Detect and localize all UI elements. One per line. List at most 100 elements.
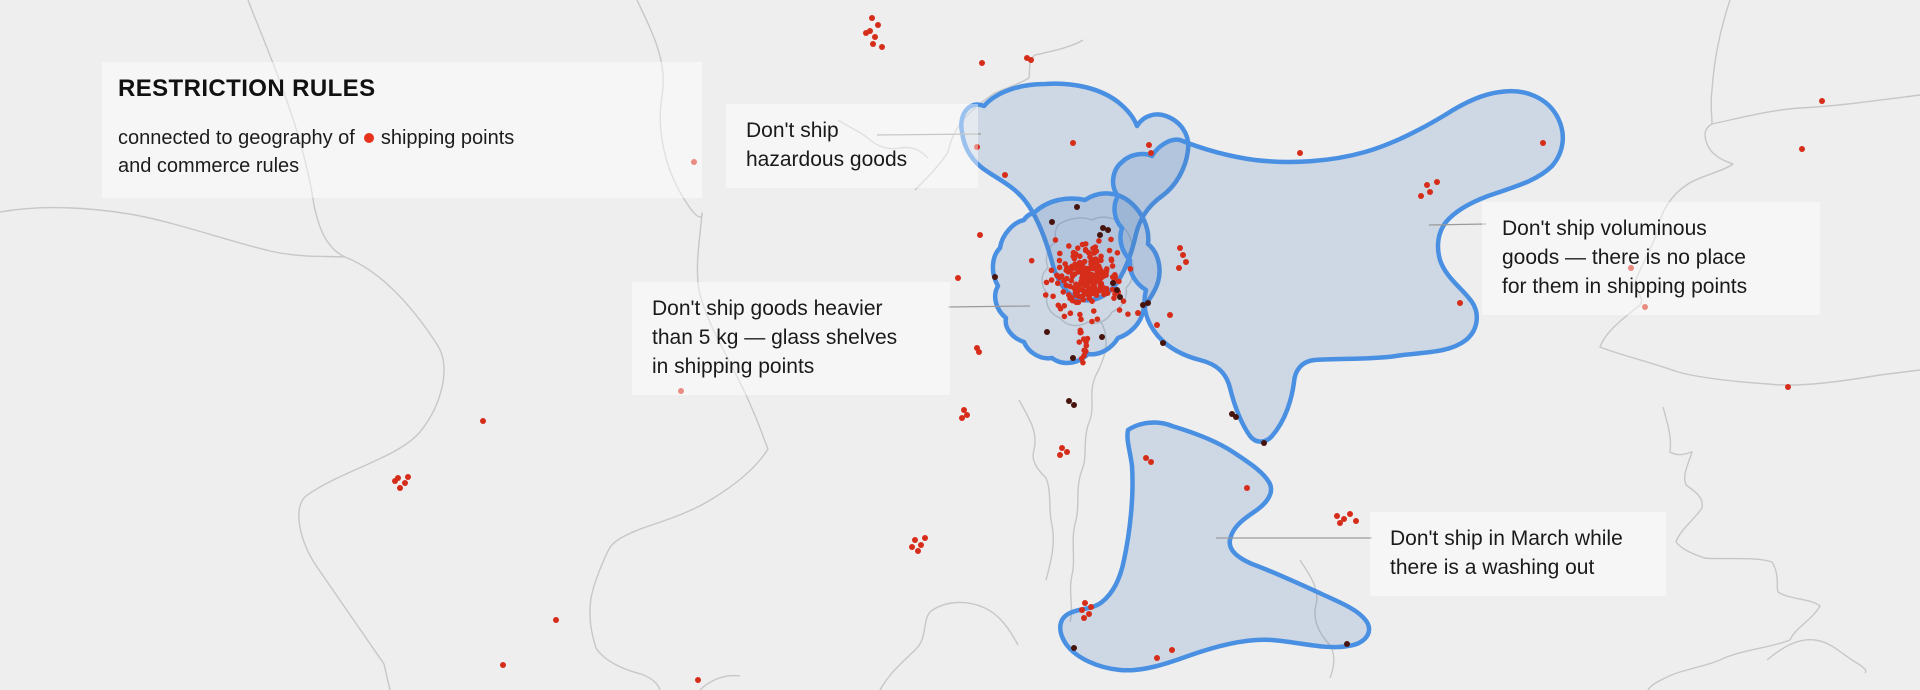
shipping-point-dot	[1090, 250, 1097, 256]
shipping-point-dot	[1127, 266, 1134, 272]
shipping-point-dot	[1337, 520, 1343, 526]
shipping-point-dot	[1106, 247, 1113, 254]
shipping-point-dot	[1081, 352, 1087, 359]
shipping-point-dot	[1082, 247, 1089, 254]
shipping-point-dot	[1099, 334, 1105, 340]
annotation-line: Don't ship goods heavier	[652, 297, 883, 320]
shipping-point-dot	[1093, 260, 1100, 267]
shipping-point-dot	[500, 662, 506, 668]
shipping-point-dot	[1146, 142, 1152, 148]
shipping-point-dot	[1090, 308, 1097, 314]
shipping-point-dot	[1042, 292, 1049, 298]
shipping-point-dot	[1055, 302, 1062, 309]
shipping-point-dot	[1353, 518, 1359, 524]
shipping-point-dot	[553, 617, 559, 623]
annotation-line: Don't ship in March while	[1390, 527, 1623, 550]
shipping-point-dot	[1097, 232, 1103, 238]
shipping-point-dot	[1098, 253, 1104, 260]
shipping-point-dot	[1169, 647, 1175, 653]
annotation-hazardous: Don't ship hazardous goods	[726, 104, 978, 188]
annotation-voluminous: Don't ship voluminous goods — there is n…	[1482, 202, 1820, 315]
shipping-point-dot	[1054, 280, 1061, 287]
legend-marker-label: shipping points	[380, 127, 515, 149]
shipping-point-dot	[1117, 294, 1123, 300]
shipping-point-dot	[1059, 445, 1065, 451]
shipping-point-dot	[1540, 140, 1546, 146]
shipping-point-dot	[1060, 289, 1067, 295]
shipping-point-dot	[1073, 299, 1080, 306]
shipping-point-dot	[1087, 254, 1093, 260]
legend-panel: RESTRICTION RULES connected to geography…	[102, 62, 702, 198]
admin-boundary	[0, 206, 346, 258]
shipping-point-dot	[1028, 257, 1035, 264]
admin-boundary	[1766, 638, 1867, 674]
shipping-point-dot	[1080, 280, 1087, 287]
shipping-point-dot	[1140, 302, 1146, 308]
shipping-point-dot	[1056, 264, 1063, 271]
shipping-point-dot	[1344, 641, 1350, 647]
shipping-point-dot	[1071, 271, 1078, 277]
shipping-point-dot	[1064, 449, 1070, 455]
shipping-point-dot	[1028, 57, 1034, 63]
shipping-point-dot	[964, 412, 970, 418]
shipping-point-dot	[1071, 285, 1077, 291]
admin-boundary	[699, 674, 741, 690]
admin-boundary	[1018, 399, 1055, 581]
shipping-point-dot	[959, 415, 965, 421]
shipping-point-dot	[1110, 280, 1116, 286]
shipping-point-dot	[1077, 311, 1083, 318]
admin-boundary	[1299, 559, 1335, 679]
shipping-point-dot	[1043, 279, 1050, 286]
annotation-line: hazardous goods	[746, 148, 908, 171]
admin-boundary	[589, 0, 769, 690]
shipping-point-dot	[1052, 237, 1059, 243]
annotation-line: in shipping points	[652, 355, 815, 378]
shipping-point-dot	[912, 537, 918, 543]
admin-boundary	[1711, 94, 1920, 125]
shipping-point-dot	[1062, 261, 1068, 267]
admin-boundary	[879, 601, 1019, 690]
legend-text-before: connected to geography of	[118, 127, 355, 149]
shipping-point-dot	[1078, 316, 1084, 323]
shipping-point-dot	[870, 41, 876, 47]
shipping-point-dot	[1819, 98, 1825, 104]
shipping-point-dot	[1050, 293, 1056, 300]
shipping-point-dot	[402, 480, 408, 486]
shipping-point-dot	[974, 345, 980, 351]
restriction-zone-march-zone	[1058, 420, 1372, 673]
annotation-line: Don't ship voluminous	[1502, 217, 1707, 240]
shipping-point-dot	[1086, 271, 1093, 278]
shipping-point-dot	[1054, 272, 1060, 279]
shipping-point-dot	[1642, 304, 1648, 310]
shipping-point-dot	[1080, 296, 1086, 303]
shipping-point-dot	[1125, 311, 1131, 317]
legend-text: connected to geography of shipping points…	[118, 124, 684, 180]
shipping-point-dot	[1068, 277, 1075, 284]
shipping-point-dot	[1090, 265, 1096, 271]
shipping-point-dot	[1080, 359, 1086, 366]
shipping-point-dot	[1074, 245, 1081, 251]
legend-text-line2: and commerce rules	[118, 155, 300, 177]
shipping-point-dot	[869, 15, 875, 21]
shipping-point-dot	[1261, 440, 1267, 446]
admin-boundary	[1599, 123, 1920, 386]
shipping-point-dot	[1081, 347, 1087, 354]
shipping-point-dot	[1091, 280, 1097, 286]
shipping-point-dot	[875, 22, 881, 28]
shipping-point-dot	[1418, 193, 1424, 199]
shipping-point-dot	[909, 544, 915, 550]
shipping-point-dot	[1048, 267, 1055, 274]
shipping-point-dot	[397, 485, 403, 491]
admin-boundary	[1710, 0, 1731, 125]
shipping-point-dot	[1160, 340, 1166, 346]
shipping-point-dot	[1116, 278, 1122, 285]
shipping-point-dot	[1086, 293, 1092, 300]
shipping-point-dot	[1233, 414, 1239, 420]
shipping-point-dot	[1108, 236, 1114, 243]
shipping-point-dot	[1044, 329, 1050, 335]
shipping-point-dot	[1056, 250, 1063, 257]
annotation-heavier: Don't ship goods heavier than 5 kg — gla…	[632, 282, 950, 395]
shipping-point-dot	[1057, 452, 1063, 458]
